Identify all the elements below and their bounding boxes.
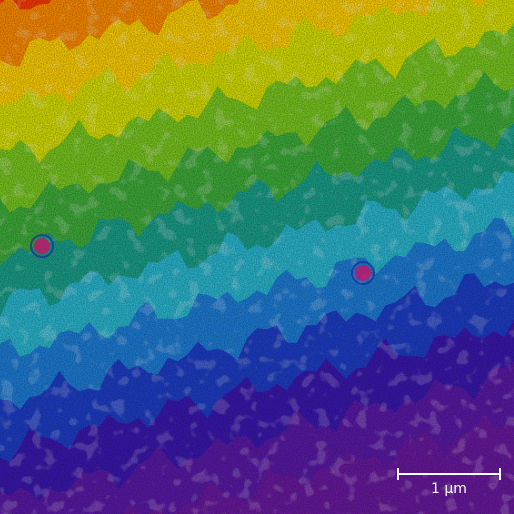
surface-particles: [30, 234, 375, 285]
scale-bar: 1 µm: [397, 466, 501, 497]
surface-particle: [355, 265, 371, 281]
surface-particle-halo: [351, 261, 375, 285]
surface-particle: [34, 238, 50, 254]
scale-bar-tick-right: [499, 468, 501, 480]
scale-bar-tick-left: [397, 468, 399, 480]
surface-particle-halo: [30, 234, 54, 258]
scale-bar-label: 1 µm: [431, 481, 467, 497]
scale-bar-line: [397, 473, 501, 475]
